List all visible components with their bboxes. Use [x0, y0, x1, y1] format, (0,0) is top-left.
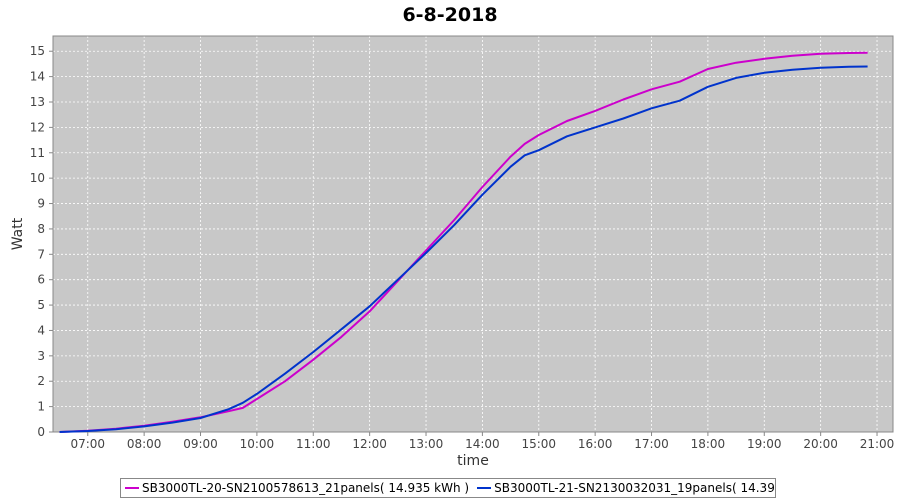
x-tick-label: 14:00: [465, 437, 500, 451]
legend-label-series-2: SB3000TL-21-SN2130032031_19panels( 14.39…: [494, 481, 775, 495]
y-tick-label: 6: [37, 273, 45, 287]
y-tick-label: 1: [37, 400, 45, 414]
plot-area: [53, 36, 893, 432]
y-tick-label: 4: [37, 323, 45, 337]
x-tick-label: 16:00: [578, 437, 613, 451]
series-lines: [59, 51, 868, 433]
x-tick-label: 12:00: [352, 437, 387, 451]
x-axis-label: time: [457, 453, 489, 469]
y-tick-label: 8: [37, 222, 45, 236]
x-tick-label: 09:00: [183, 437, 218, 451]
y-tick-label: 11: [30, 146, 45, 160]
x-tick-label: 10:00: [240, 437, 275, 451]
y-axis-label: Watt: [10, 217, 26, 250]
y-tick-label: 10: [30, 171, 45, 185]
series-line-2: [59, 65, 868, 433]
x-tick-label: 17:00: [634, 437, 669, 451]
y-tick-label: 3: [37, 349, 45, 363]
x-tick-label: 07:00: [70, 437, 105, 451]
legend-label-series-1: SB3000TL-20-SN2100578613_21panels( 14.93…: [142, 481, 470, 495]
legend-swatch-series-1: [125, 487, 139, 489]
y-tick-label: 14: [30, 70, 45, 84]
x-tick-label: 15:00: [521, 437, 556, 451]
y-tick-label: 9: [37, 197, 45, 211]
legend: SB3000TL-20-SN2100578613_21panels( 14.93…: [120, 478, 776, 498]
y-tick-label: 15: [30, 44, 45, 58]
x-tick-label: 11:00: [296, 437, 331, 451]
legend-item-series-1: SB3000TL-20-SN2100578613_21panels( 14.93…: [125, 481, 469, 495]
y-tick-label: 0: [37, 425, 45, 439]
y-tick-label: 13: [30, 95, 45, 109]
y-tick-label: 5: [37, 298, 45, 312]
x-tick-label: 20:00: [803, 437, 838, 451]
legend-swatch-series-2: [477, 487, 492, 489]
x-tick-label: 08:00: [127, 437, 162, 451]
x-tick-label: 13:00: [409, 437, 444, 451]
legend-item-series-2: SB3000TL-21-SN2130032031_19panels( 14.39…: [477, 481, 775, 495]
y-tick-label: 7: [37, 247, 45, 261]
y-tick-label: 2: [37, 374, 45, 388]
chart-title: 6-8-2018: [402, 4, 498, 26]
plot-border: [52, 35, 894, 433]
x-tick-label: 19:00: [747, 437, 782, 451]
x-tick-label: 21:00: [860, 437, 895, 451]
y-tick-label: 12: [30, 120, 45, 134]
x-tick-label: 18:00: [691, 437, 726, 451]
